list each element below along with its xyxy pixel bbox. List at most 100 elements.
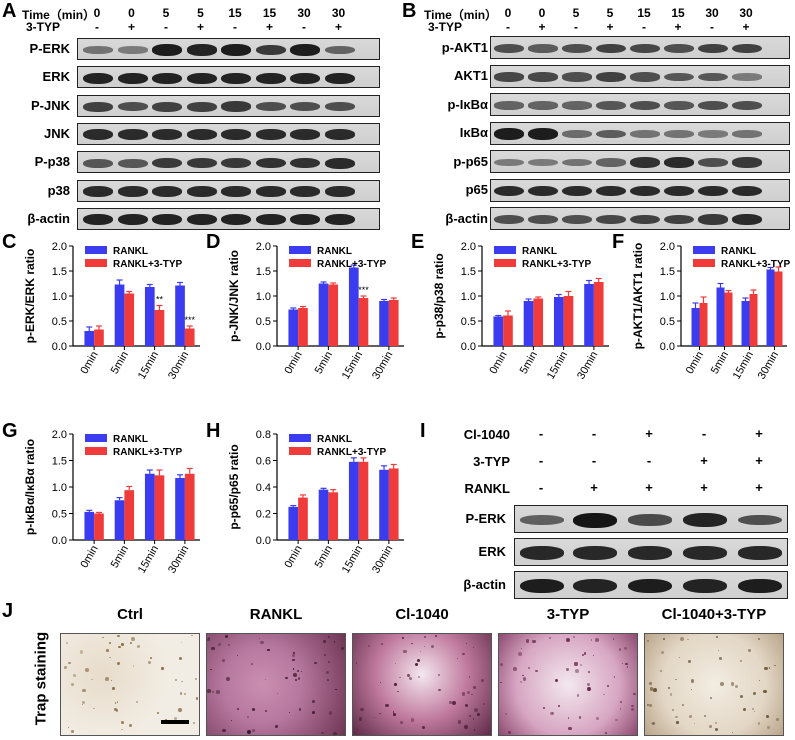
blot-band [596, 72, 626, 82]
x-tick-label: 15min [136, 544, 161, 576]
bar-rankl-3typ [749, 294, 758, 346]
stain-speck [373, 716, 375, 718]
y-tick-label: 1.0 [52, 291, 67, 303]
stain-speck [300, 670, 303, 673]
stain-speck [407, 673, 411, 677]
legend-label: RANKL [522, 246, 557, 257]
blot-label: β-actin [463, 577, 506, 592]
blot-band [221, 72, 251, 84]
stain-speck [465, 643, 467, 645]
stain-speck [473, 708, 478, 713]
stain-speck [458, 720, 462, 724]
blot-band [221, 129, 251, 141]
stain-speck [481, 679, 484, 682]
stain-speck [121, 721, 124, 724]
stain-speck [191, 634, 193, 637]
blot-strip [77, 207, 380, 230]
stain-speck [715, 635, 718, 638]
stain-speck [607, 685, 609, 687]
blot-band [255, 129, 286, 141]
stain-speck [763, 689, 767, 693]
legend-label: RANKL [113, 246, 148, 257]
typ-sign: - [95, 20, 99, 34]
stain-speck [380, 642, 383, 645]
stain-speck [565, 638, 570, 643]
stain-speck [297, 670, 300, 673]
stain-speck [156, 711, 160, 715]
stain-speck [734, 684, 738, 689]
x-tick-label: 30min [370, 350, 395, 382]
stain-speck [430, 644, 434, 648]
stain-speck [649, 704, 653, 708]
blot-band [83, 46, 113, 54]
blot-band [494, 128, 524, 140]
y-tick-label: 0.2 [256, 509, 271, 521]
blot-band [732, 130, 762, 138]
treatment-sign: - [701, 426, 707, 441]
bar-rankl [523, 301, 534, 346]
treatment-label: Cl-1040 [463, 427, 510, 442]
blot-band [528, 128, 558, 140]
y-tick-label: 0.0 [256, 341, 271, 353]
trap-title: 3-TYP [546, 606, 590, 623]
blot-band [664, 130, 694, 138]
y-tick-label: 0.0 [256, 535, 271, 547]
stain-speck [590, 639, 593, 641]
legend-label: RANKL [721, 246, 756, 257]
typ-sign: + [538, 20, 546, 34]
typ-sign: - [506, 20, 510, 34]
stain-speck [603, 694, 605, 696]
treatment-sign: + [700, 453, 708, 468]
stain-speck [207, 638, 210, 642]
stain-speck [505, 713, 508, 716]
blot-band [117, 129, 148, 141]
stain-speck [421, 725, 426, 729]
blot-band [664, 214, 694, 225]
blot-label: P-ERK [29, 41, 70, 56]
stain-speck [468, 676, 471, 678]
stain-speck [451, 701, 456, 706]
stain-speck [467, 690, 471, 695]
legend-swatch [693, 259, 715, 267]
stain-speck [120, 642, 124, 646]
stain-speck [324, 653, 327, 657]
x-tick-label: 5min [518, 350, 540, 377]
stain-speck [132, 665, 135, 667]
blot-band [630, 72, 660, 82]
stain-speck [718, 650, 720, 652]
chart-p-jnk-ratio: 0.0 0.5 1.0 1.5 2.0 p-JNK/JNK ratio 0min 5min **… [227, 241, 404, 382]
y-axis-label: p-AKT1/AKT1 ratio [631, 243, 645, 350]
stain-speck [653, 688, 658, 692]
stain-speck [525, 638, 530, 643]
stain-speck [66, 642, 68, 644]
stain-speck [690, 689, 693, 691]
blot-band [255, 44, 286, 56]
blot-band [117, 186, 148, 197]
stain-speck [180, 642, 183, 644]
legend-swatch [289, 246, 311, 254]
panel-letter-f: F [612, 231, 625, 253]
blot-band [290, 157, 320, 169]
panel-letter-j: J [2, 600, 14, 622]
blot-band [573, 546, 617, 560]
stain-speck [461, 652, 465, 656]
stain-speck [660, 670, 662, 672]
y-tick-label: 0.0 [52, 535, 67, 547]
stain-speck [499, 663, 504, 667]
trap-title: Cl-1040 [395, 606, 449, 623]
x-tick-label: 0min [282, 350, 304, 377]
stain-speck [394, 663, 396, 665]
stain-speck [117, 701, 119, 703]
time-value: 30 [297, 6, 311, 20]
y-axis-label: p-p65/p65 ratio [227, 444, 241, 529]
bar-rankl [144, 287, 155, 346]
stain-speck [568, 726, 572, 730]
stain-speck [651, 722, 653, 724]
stain-speck [408, 676, 412, 680]
blot-band [562, 185, 592, 197]
stain-speck [329, 711, 333, 715]
blot-band [83, 72, 113, 84]
bar-rankl-3typ [358, 298, 369, 346]
trap-image [352, 633, 492, 736]
stain-speck [473, 718, 475, 720]
